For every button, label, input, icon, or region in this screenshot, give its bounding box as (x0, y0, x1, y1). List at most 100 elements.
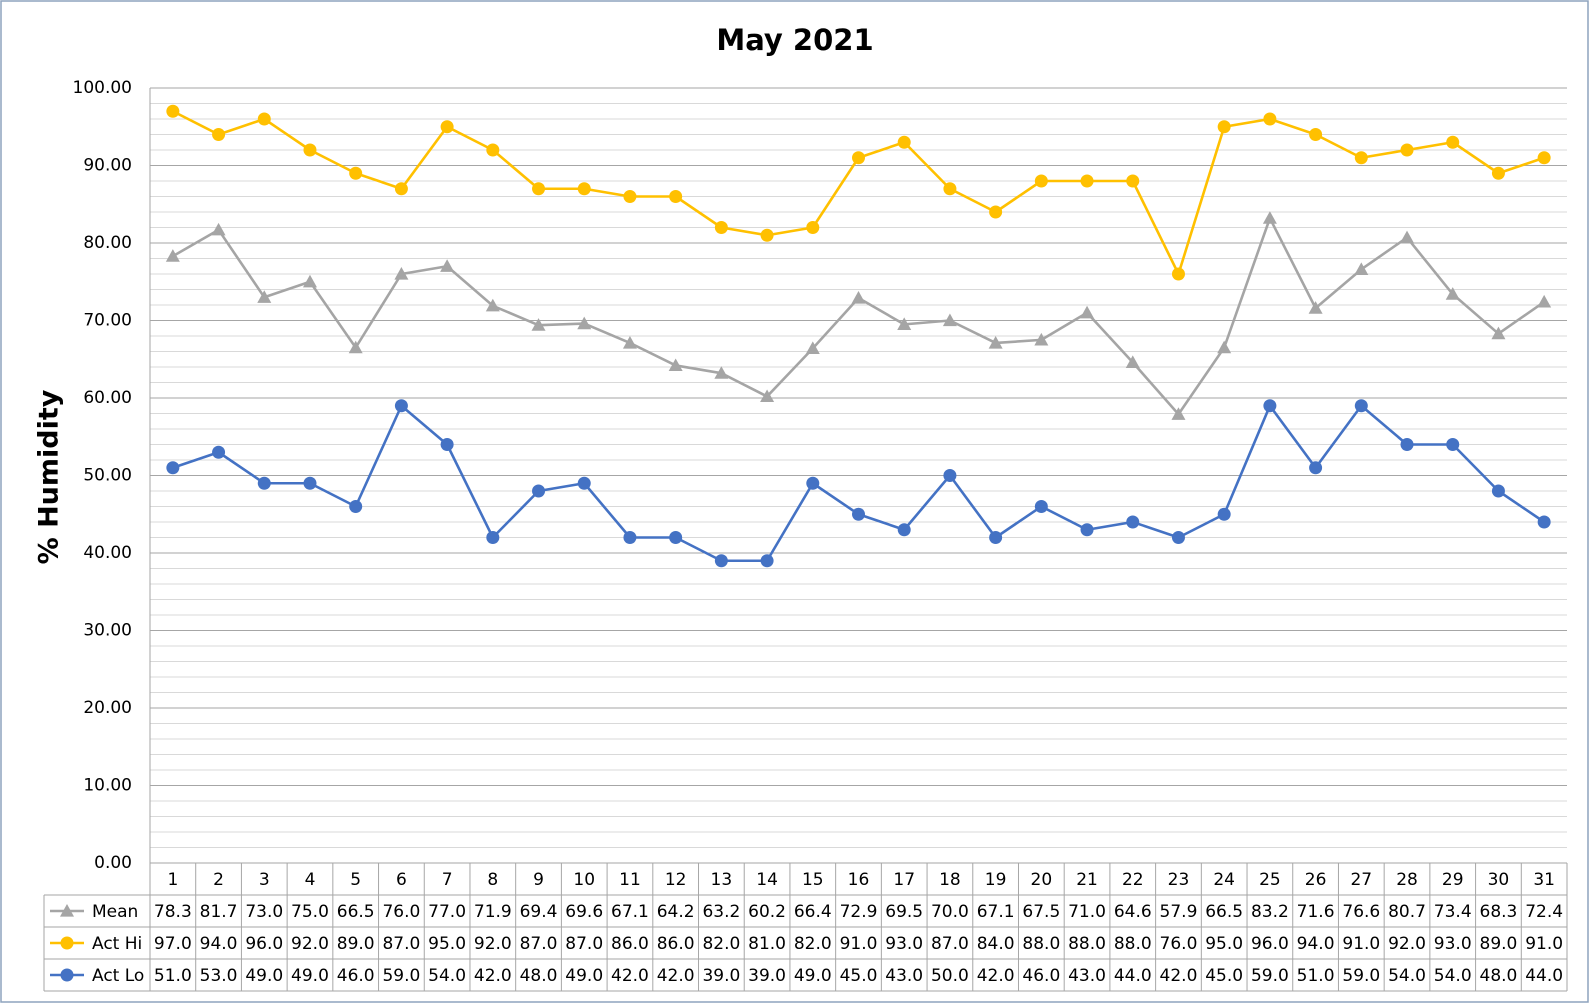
x-tick-label: 18 (939, 870, 961, 890)
data-table-value: 42.0 (474, 966, 512, 986)
marker (760, 554, 774, 568)
marker (1034, 332, 1049, 346)
marker (714, 554, 728, 568)
marker (257, 476, 271, 490)
data-table-value: 66.5 (1205, 902, 1243, 922)
marker (394, 399, 408, 413)
data-table-value: 45.0 (1205, 966, 1243, 986)
marker (714, 366, 729, 379)
x-tick-label: 29 (1442, 870, 1464, 890)
marker (622, 335, 637, 349)
data-table-value: 89.0 (337, 934, 375, 954)
x-tick-label: 21 (1076, 870, 1098, 890)
marker (349, 166, 363, 180)
data-table-value: 48.0 (1480, 966, 1518, 986)
data-table-value: 54.0 (428, 966, 466, 986)
x-tick-label: 12 (665, 870, 687, 890)
marker (943, 469, 957, 482)
marker (1446, 135, 1460, 149)
x-tick-label: 10 (573, 870, 595, 890)
marker (805, 341, 820, 354)
marker (1125, 355, 1140, 368)
data-table-value: 53.0 (200, 966, 238, 986)
marker (623, 190, 637, 203)
x-tick-label: 8 (487, 870, 498, 890)
data-table-value: 81.0 (748, 934, 786, 954)
data-table-value: 76.6 (1342, 902, 1380, 922)
marker (1400, 143, 1414, 157)
legend-label: Act Hi (92, 934, 142, 954)
marker (1034, 174, 1048, 188)
marker (1080, 523, 1094, 537)
data-table-value: 69.4 (520, 902, 558, 922)
data-table-value: 42.0 (1160, 966, 1198, 986)
marker (1445, 287, 1460, 300)
x-tick-label: 22 (1122, 870, 1144, 890)
marker (1354, 151, 1368, 165)
data-table-value: 69.5 (885, 902, 923, 922)
data-table-value: 87.0 (520, 934, 558, 954)
marker (714, 221, 728, 234)
legend-key-marker (60, 968, 74, 982)
data-table-value: 51.0 (1297, 966, 1335, 986)
marker (212, 445, 226, 459)
data-table-value: 46.0 (337, 966, 375, 986)
marker (577, 316, 592, 330)
marker (1400, 230, 1415, 244)
data-table-value: 54.0 (1434, 966, 1472, 986)
x-tick-label: 11 (619, 870, 641, 890)
marker (1446, 438, 1460, 451)
x-tick-label: 31 (1533, 870, 1555, 890)
data-table-value: 67.1 (611, 902, 649, 922)
y-tick-label: 50.00 (83, 466, 132, 486)
x-tick-label: 3 (259, 870, 270, 890)
data-table-value: 81.7 (200, 902, 238, 922)
data-table-value: 91.0 (1525, 934, 1563, 954)
marker (486, 143, 500, 157)
marker (942, 313, 957, 327)
marker (988, 335, 1003, 349)
marker (760, 389, 775, 403)
marker (165, 249, 180, 262)
marker (212, 128, 226, 141)
data-table-value: 94.0 (200, 934, 238, 954)
x-tick-label: 2 (213, 870, 224, 890)
x-tick-label: 30 (1488, 870, 1510, 890)
data-table-value: 42.0 (657, 966, 695, 986)
data-table-value: 89.0 (1480, 934, 1518, 954)
marker (1080, 174, 1094, 188)
x-tick-label: 16 (848, 870, 870, 890)
data-table-value: 49.0 (794, 966, 832, 986)
marker (1217, 340, 1232, 354)
marker (1034, 500, 1048, 513)
marker (303, 143, 317, 157)
data-table-value: 72.4 (1525, 902, 1563, 922)
marker (852, 507, 865, 521)
marker (897, 523, 911, 537)
marker (349, 500, 363, 513)
data-table-value: 39.0 (702, 966, 740, 986)
data-table-value: 86.0 (657, 934, 695, 954)
data-table-value: 92.0 (1388, 934, 1426, 954)
marker (1171, 407, 1186, 420)
data-table-value: 71.6 (1297, 902, 1335, 922)
data-table-value: 63.2 (702, 902, 740, 922)
legend-label: Act Lo (92, 966, 144, 986)
marker (1491, 166, 1505, 180)
marker (1537, 515, 1551, 529)
x-tick-label: 23 (1168, 870, 1190, 890)
x-tick-label: 15 (802, 870, 824, 890)
data-table-value: 77.0 (428, 902, 466, 922)
marker (806, 476, 820, 490)
marker (211, 222, 226, 236)
marker (1400, 438, 1414, 451)
marker (623, 531, 637, 544)
data-table-value: 87.0 (931, 934, 969, 954)
marker (577, 182, 591, 196)
marker (1308, 301, 1323, 314)
x-tick-label: 24 (1213, 870, 1235, 890)
chart-title: May 2021 (716, 23, 873, 57)
data-table-value: 44.0 (1114, 966, 1152, 986)
